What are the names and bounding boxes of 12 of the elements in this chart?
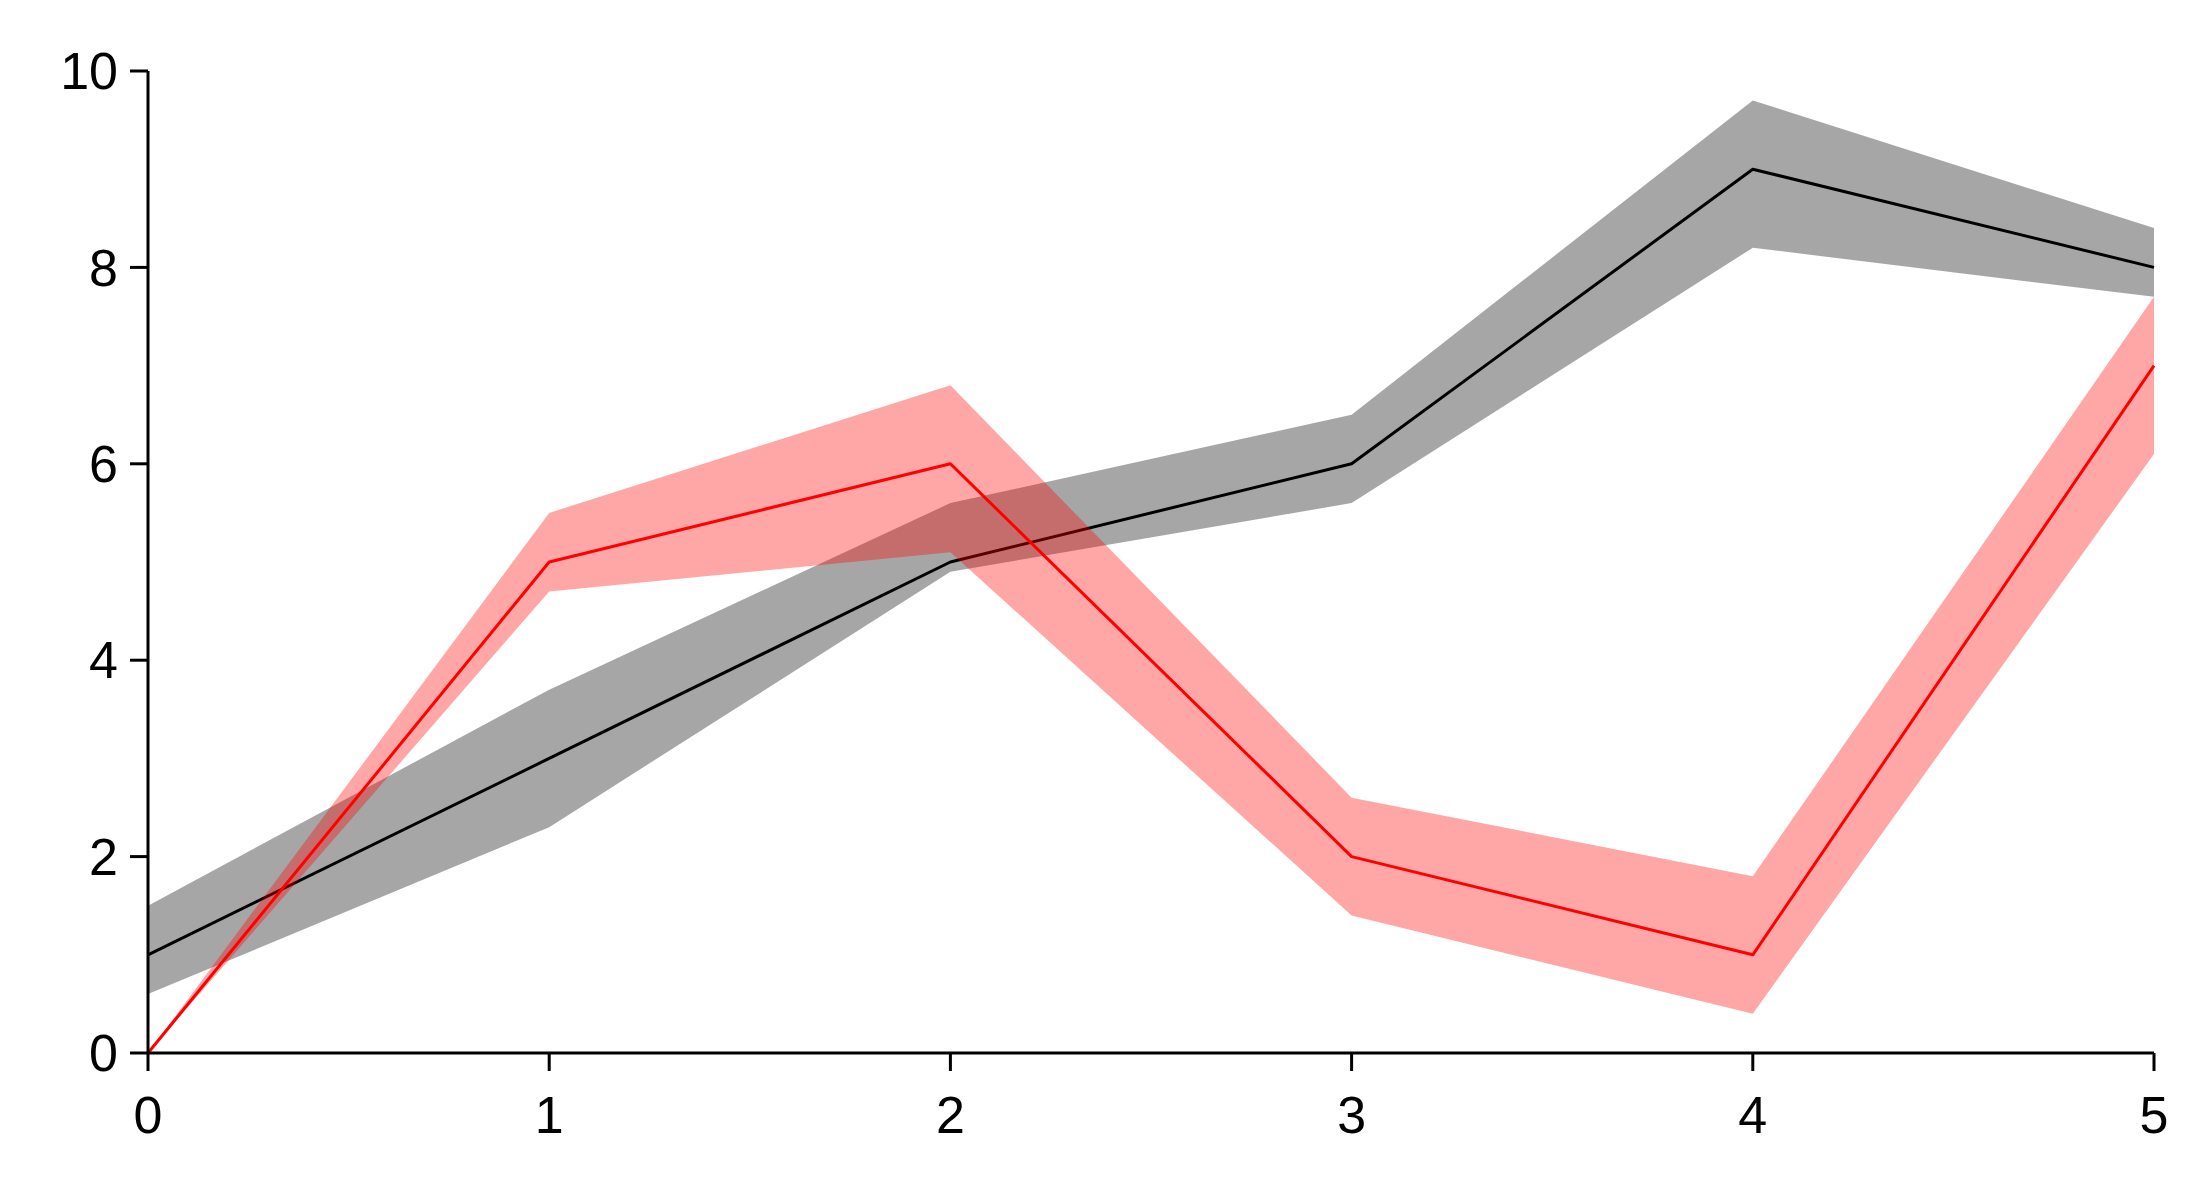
x-tick-label: 1	[534, 1086, 564, 1144]
y-tick-label: 2	[89, 827, 118, 886]
y-tick-label: 4	[89, 631, 118, 690]
y-tick-label: 0	[89, 1024, 118, 1083]
y-tick-label: 10	[60, 42, 118, 101]
x-tick-label: 2	[935, 1086, 965, 1144]
y-tick-label: 6	[89, 435, 118, 493]
x-tick-label: 0	[133, 1086, 163, 1144]
x-tick-label: 3	[1337, 1086, 1367, 1144]
x-tick-label: 4	[1738, 1086, 1768, 1144]
y-tick-label: 8	[89, 238, 118, 297]
x-tick-label: 5	[2139, 1086, 2169, 1144]
